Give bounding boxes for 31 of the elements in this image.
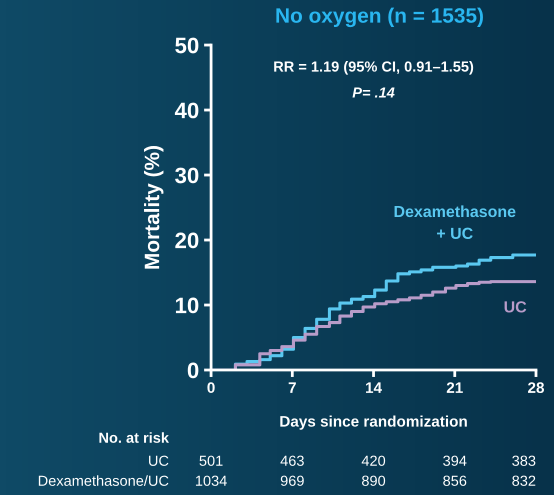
text: 501 — [199, 456, 223, 466]
x-tick-label: 7 — [288, 382, 296, 393]
text: 856 — [443, 476, 466, 486]
y-tick-label: 10 — [176, 298, 198, 314]
x-tick-label: 28 — [528, 382, 544, 394]
annotation: P= .14 — [352, 88, 395, 98]
x-axis-title: Days since randomization — [280, 416, 467, 430]
series-label: Dexamethasone + UC — [394, 205, 516, 239]
text: 832 — [512, 476, 536, 486]
annotation: RR = 1.19 (95% CI, 0.91–1.55) — [274, 60, 474, 75]
text: 890 — [362, 476, 386, 486]
text: 383 — [512, 456, 536, 466]
text: 420 — [362, 456, 386, 466]
x-tick-label: 0 — [207, 382, 215, 394]
text: 394 — [443, 456, 467, 466]
chart-title: No oxygen (n = 1535) — [276, 8, 483, 28]
text: 1034 — [196, 476, 227, 486]
text: 969 — [280, 476, 304, 486]
text: Dexamethasone/UC — [38, 475, 168, 486]
y-tick-label: 40 — [174, 102, 198, 118]
x-tick-label: 21 — [446, 382, 463, 393]
text: No. at risk — [99, 432, 169, 443]
y-tick-label: 30 — [175, 168, 198, 184]
x-tick-label: 14 — [366, 382, 382, 393]
y-tick-label: 0 — [188, 362, 198, 378]
y-tick-label: 50 — [175, 38, 198, 54]
series-label: UC — [504, 301, 526, 313]
y-tick-label: 20 — [175, 232, 198, 248]
y-axis-title: Mortality (%) — [144, 146, 164, 269]
text: UC — [149, 456, 168, 466]
text: 463 — [280, 456, 304, 466]
